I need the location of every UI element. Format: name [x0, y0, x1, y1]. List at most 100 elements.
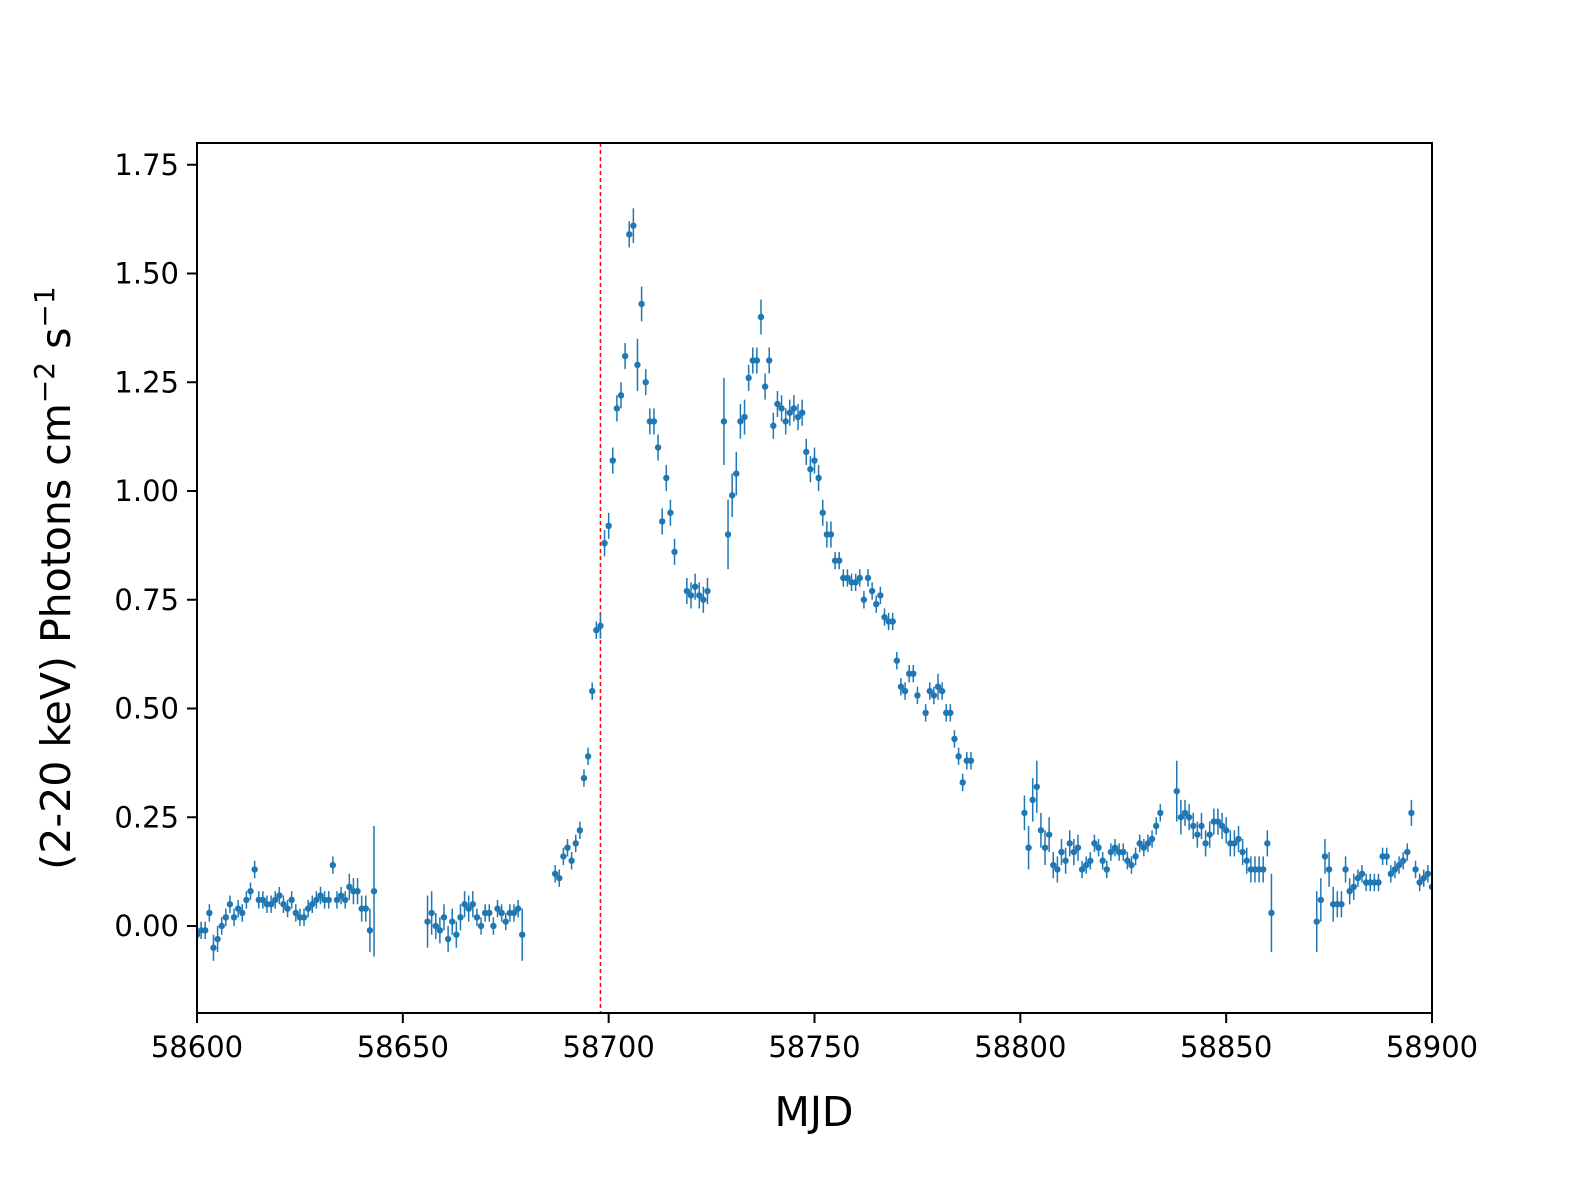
data-point — [1045, 831, 1053, 838]
data-point — [436, 927, 444, 934]
data-point — [333, 896, 341, 904]
data-point — [1202, 840, 1209, 847]
data-point — [794, 413, 802, 421]
data-point — [1268, 909, 1275, 917]
data-point — [1375, 879, 1382, 886]
y-axis-title: (2-20 keV) Photons cm−2 s−1 — [28, 286, 80, 869]
data-point — [424, 918, 431, 925]
data-point — [1350, 883, 1357, 891]
x-tick-label: 58850 — [1180, 1030, 1272, 1064]
data-point — [1157, 809, 1164, 817]
data-point — [514, 905, 522, 912]
data-point — [1231, 840, 1238, 847]
y-tick-label: 1.75 — [114, 148, 179, 182]
data-point — [613, 405, 621, 412]
data-point — [1124, 857, 1131, 864]
data-point — [1148, 835, 1156, 843]
x-tick-label: 58900 — [1386, 1030, 1478, 1064]
data-point — [617, 392, 625, 399]
data-point — [1173, 787, 1180, 795]
data-point — [1111, 844, 1119, 851]
data-point — [202, 927, 209, 934]
data-point — [700, 596, 707, 603]
x-tick-label: 58600 — [151, 1030, 243, 1064]
data-point — [1021, 809, 1028, 817]
data-point — [222, 914, 230, 921]
data-point — [601, 540, 608, 547]
data-point — [1033, 783, 1041, 790]
data-point — [704, 587, 711, 595]
data-point — [955, 753, 962, 760]
data-point — [901, 687, 909, 695]
data-point — [609, 457, 616, 464]
data-point — [551, 870, 559, 877]
data-point — [317, 892, 324, 899]
data-point — [1218, 822, 1226, 830]
data-point — [864, 574, 872, 582]
data-point — [1103, 866, 1110, 873]
data-point — [1260, 866, 1267, 873]
data-point — [477, 922, 485, 930]
data-point — [860, 596, 868, 603]
data-point — [947, 709, 954, 717]
data-point — [457, 914, 464, 921]
data-point — [589, 687, 596, 695]
data-point — [284, 905, 291, 912]
data-point — [844, 574, 851, 582]
data-point — [1235, 835, 1242, 843]
data-point — [1342, 866, 1349, 873]
y-axis-title-exp2: −1 — [28, 286, 61, 327]
data-point — [1399, 857, 1407, 864]
data-point — [1325, 866, 1333, 873]
data-point — [325, 896, 332, 904]
data-point — [1181, 809, 1189, 817]
data-point — [486, 909, 493, 917]
y-axis-title-mid: s — [32, 328, 80, 362]
data-point — [856, 574, 863, 582]
data-point — [337, 892, 345, 899]
data-point — [951, 735, 958, 743]
data-point — [580, 774, 588, 782]
data-point — [572, 840, 579, 847]
data-point — [214, 935, 221, 943]
data-point — [494, 905, 501, 912]
data-point — [267, 901, 275, 908]
data-point — [366, 927, 374, 934]
y-tick-label: 1.25 — [114, 365, 179, 399]
x-tick-label: 58800 — [974, 1030, 1066, 1064]
data-point — [873, 600, 880, 608]
data-point — [1243, 857, 1250, 864]
data-point — [1214, 818, 1222, 825]
data-point — [914, 692, 921, 699]
data-point — [1206, 831, 1213, 838]
data-point — [630, 222, 637, 229]
data-point — [1041, 844, 1049, 851]
data-point — [1050, 861, 1057, 869]
data-point — [247, 888, 254, 895]
data-point — [671, 548, 678, 556]
data-point — [798, 409, 806, 416]
data-point — [753, 357, 761, 364]
data-point — [819, 509, 826, 516]
data-point — [654, 444, 662, 451]
data-point — [786, 409, 793, 416]
data-point — [584, 753, 592, 760]
data-point — [926, 687, 933, 695]
data-point — [239, 909, 246, 917]
data-point — [309, 901, 316, 908]
data-point — [1083, 861, 1090, 869]
data-point — [934, 683, 942, 690]
data-point — [1140, 844, 1148, 851]
data-point — [1099, 857, 1106, 864]
data-point — [761, 383, 769, 390]
data-point — [519, 931, 526, 938]
data-points — [197, 143, 1432, 1013]
data-point — [490, 922, 497, 930]
data-point — [440, 914, 448, 921]
data-point — [683, 587, 691, 595]
data-point — [815, 474, 822, 482]
data-point — [449, 918, 456, 925]
data-point — [836, 557, 843, 564]
